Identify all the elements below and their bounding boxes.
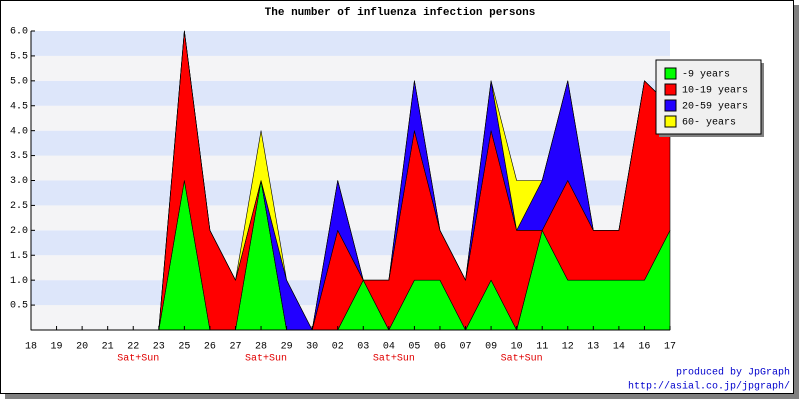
x-tick-label: 03 (357, 342, 369, 353)
x-tick-label: 17 (664, 342, 676, 353)
x-tick-label: 10 (511, 342, 523, 353)
x-tick-label: 25 (178, 342, 190, 353)
x-tick-label: 30 (306, 342, 318, 353)
y-tick-label: 3.0 (10, 176, 28, 187)
y-tick-label: 5.0 (10, 76, 28, 87)
x-sublabel: Sat+Sun (373, 354, 415, 365)
x-tick-label: 29 (281, 342, 293, 353)
x-tick-label: 28 (255, 342, 267, 353)
x-sublabel: Sat+Sun (501, 354, 543, 365)
x-tick-label: 04 (383, 342, 395, 353)
y-tick-label: 5.5 (10, 52, 28, 63)
x-tick-label: 02 (332, 342, 344, 353)
x-tick-label: 21 (102, 342, 114, 353)
y-tick-label: 3.5 (10, 151, 28, 162)
y-tick-label: 1.5 (10, 251, 28, 262)
x-tick-label: 13 (587, 342, 599, 353)
x-tick-label: 09 (485, 342, 497, 353)
background-band (31, 80, 670, 106)
legend-swatch (664, 99, 677, 112)
y-tick-label: 4.0 (10, 126, 28, 137)
chart-title: The number of influenza infection person… (265, 7, 536, 19)
x-sublabel: Sat+Sun (117, 354, 159, 365)
legend-label: -9 years (682, 70, 730, 81)
x-tick-label: 06 (434, 342, 446, 353)
y-tick-label: 0.5 (10, 301, 28, 312)
legend-swatch (664, 67, 677, 80)
y-tick-label: 6.0 (10, 27, 28, 38)
legend-label: 20-59 years (682, 102, 748, 113)
x-tick-label: 19 (51, 342, 63, 353)
legend-swatch (664, 115, 677, 128)
legend-swatch (664, 83, 677, 96)
credit: http://asial.co.jp/jpgraph/ (628, 381, 790, 393)
x-sublabel: Sat+Sun (245, 354, 287, 365)
x-tick-label: 26 (204, 342, 216, 353)
background-band (31, 55, 670, 81)
x-tick-label: 14 (613, 342, 625, 353)
background-band (31, 31, 670, 56)
legend-label: 60- years (682, 118, 736, 129)
x-tick-label: 16 (638, 342, 650, 353)
y-tick-label: 2.5 (10, 201, 28, 212)
credit: produced by JpGraph (676, 367, 790, 379)
x-tick-label: 22 (127, 342, 139, 353)
x-tick-label: 05 (408, 342, 420, 353)
x-tick-label: 07 (460, 342, 472, 353)
y-tick-label: 4.5 (10, 101, 28, 112)
x-tick-label: 20 (76, 342, 88, 353)
x-tick-label: 27 (229, 342, 241, 353)
x-tick-label: 11 (536, 342, 548, 353)
x-tick-label: 23 (153, 342, 165, 353)
y-tick-label: 1.0 (10, 276, 28, 287)
x-tick-label: 18 (25, 342, 37, 353)
legend-label: 10-19 years (682, 86, 748, 97)
x-tick-label: 12 (562, 342, 574, 353)
y-tick-label: 2.0 (10, 226, 28, 237)
